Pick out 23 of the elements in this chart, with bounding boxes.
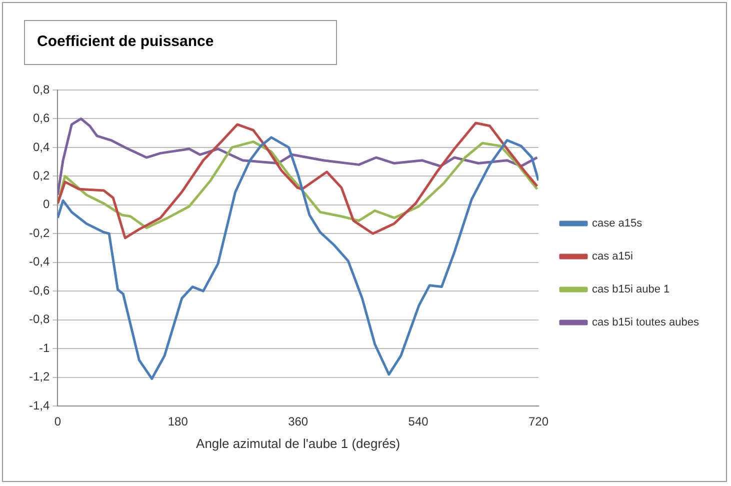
y-tick-label: -1,4 (28, 398, 50, 412)
x-tick-label: 540 (408, 414, 429, 429)
y-tick-label: 0 (42, 197, 50, 212)
x-axis-title: Angle azimutal de l'aube 1 (degrés) (196, 436, 400, 451)
y-tick-label: 0,4 (32, 140, 50, 154)
chart-title: Coefficient de puissance (24, 20, 337, 65)
x-tick-label: 360 (288, 414, 308, 429)
x-tick-label: 180 (168, 414, 188, 429)
x-tick-label: 0 (54, 414, 62, 429)
legend-label: cas a15i (592, 250, 633, 263)
y-tick-label: 0,2 (32, 168, 50, 182)
y-tick-label: 0,8 (32, 82, 50, 96)
legend-label: case a15s (592, 218, 643, 230)
y-tick-label: -0,4 (28, 254, 50, 269)
y-tick-label: -0,6 (28, 283, 50, 298)
y-tick-label: -0,8 (28, 312, 50, 326)
y-tick-label: -1,2 (28, 370, 50, 384)
y-tick-label: -1 (39, 340, 50, 355)
legend-label: cas b15i aube 1 (592, 284, 670, 296)
x-tick-label: 720 (528, 414, 549, 429)
legend-label: cas b15i toutes aubes (592, 316, 700, 329)
y-tick-label: 0,6 (32, 111, 50, 126)
y-tick-label: -0,2 (28, 226, 50, 240)
